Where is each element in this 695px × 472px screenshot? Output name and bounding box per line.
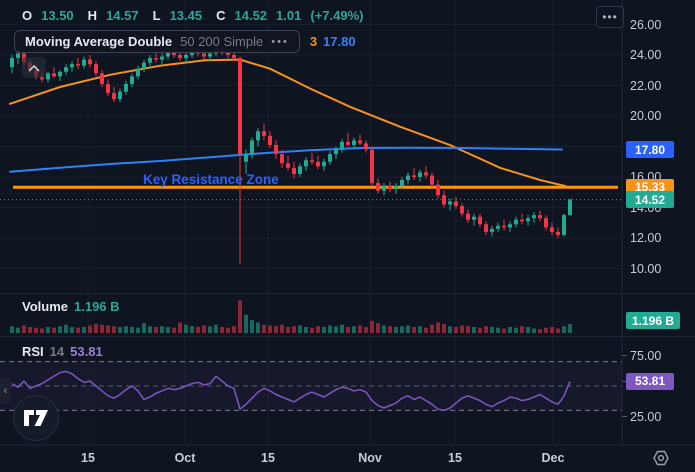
price-tick-26.00: 26.00 bbox=[630, 17, 662, 32]
grid-lines bbox=[0, 0, 622, 445]
price-tick-22.00: 22.00 bbox=[630, 78, 662, 93]
time-label-15: 15 bbox=[81, 451, 95, 465]
ohlc-legend: O 13.50 H 14.57 L 13.45 C 14.52 1.01 (+7.49%… bbox=[22, 8, 363, 23]
volume-value: 1.196 B bbox=[74, 299, 120, 314]
close-value: 14.52 bbox=[234, 8, 268, 23]
moving-averages bbox=[9, 58, 567, 188]
level-lines bbox=[0, 185, 622, 201]
hexagon-gear-icon bbox=[653, 450, 669, 466]
open-value: 13.50 bbox=[41, 8, 74, 23]
ma50-value: 17.80 bbox=[323, 34, 356, 49]
volume-label: Volume bbox=[22, 299, 68, 314]
volume-series bbox=[10, 300, 572, 333]
price-badge-17.80: 17.80 bbox=[626, 141, 674, 159]
time-label-15: 15 bbox=[261, 451, 275, 465]
price-tick-12.00: 12.00 bbox=[630, 231, 662, 245]
more-options-button[interactable]: ••• bbox=[596, 6, 624, 28]
rsi-label: RSI bbox=[22, 344, 44, 359]
rsi-legend[interactable]: RSI 14 53.81 bbox=[22, 344, 103, 359]
low-value: 13.45 bbox=[169, 8, 203, 23]
pane-separators bbox=[0, 0, 695, 446]
time-label-Nov: Nov bbox=[358, 451, 382, 465]
rsi-indicator bbox=[0, 355, 627, 417]
tradingview-logo-icon bbox=[24, 410, 48, 426]
volume-legend[interactable]: Volume 1.196 B bbox=[22, 299, 120, 314]
chevron-up-icon bbox=[28, 64, 40, 71]
collapse-legend-button[interactable] bbox=[22, 57, 46, 78]
indicator-legend-row: Moving Average Double 50 200 Simple ••• … bbox=[14, 30, 356, 53]
ma50-line bbox=[9, 146, 563, 173]
volume-badge: 1.196 B bbox=[626, 312, 680, 329]
rsi-badge: 53.81 bbox=[626, 372, 674, 390]
ma200-value-partial: 3 bbox=[309, 34, 318, 49]
price-tick-20.00: 20.00 bbox=[630, 109, 662, 123]
price-tick-24.00: 24.00 bbox=[630, 48, 662, 62]
moving-average-tooltip[interactable]: Moving Average Double 50 200 Simple ••• bbox=[14, 30, 300, 53]
rsi-param: 14 bbox=[49, 344, 65, 359]
indicator-menu-icon[interactable]: ••• bbox=[271, 35, 289, 48]
rsi-tick-top: 75.00 bbox=[630, 348, 662, 363]
close-label: C bbox=[216, 8, 226, 23]
open-label: O bbox=[22, 8, 33, 23]
rsi-band bbox=[0, 361, 622, 411]
indicator-values: 3 17.80 bbox=[310, 34, 356, 49]
rsi-line bbox=[11, 370, 571, 412]
candlestick-series bbox=[10, 45, 572, 264]
timezone-settings-icon[interactable] bbox=[650, 447, 672, 469]
indicator-title[interactable]: Moving Average Double bbox=[25, 34, 173, 49]
change-value: 1.01 bbox=[276, 8, 302, 23]
price-badge-14.52: 14.52 bbox=[626, 191, 674, 209]
high-label: H bbox=[87, 8, 98, 23]
high-value: 14.57 bbox=[106, 8, 139, 23]
rsi-value: 53.81 bbox=[70, 344, 103, 359]
tradingview-logo[interactable] bbox=[13, 395, 59, 441]
pane-left-chevron-button[interactable]: ‹ bbox=[0, 378, 11, 404]
change-percent: (+7.49%) bbox=[310, 8, 364, 23]
time-label-Dec: Dec bbox=[541, 451, 565, 465]
rsi-tick-bottom: 25.00 bbox=[630, 409, 662, 424]
indicator-params: 50 200 Simple bbox=[180, 34, 264, 49]
low-label: L bbox=[152, 8, 161, 23]
time-label-Oct: Oct bbox=[174, 451, 196, 465]
price-tick-10.00: 10.00 bbox=[630, 261, 662, 276]
ma200-line bbox=[9, 58, 567, 188]
resistance-zone-annotation: Key Resistance Zone bbox=[143, 172, 279, 187]
time-label-15: 15 bbox=[448, 451, 462, 465]
